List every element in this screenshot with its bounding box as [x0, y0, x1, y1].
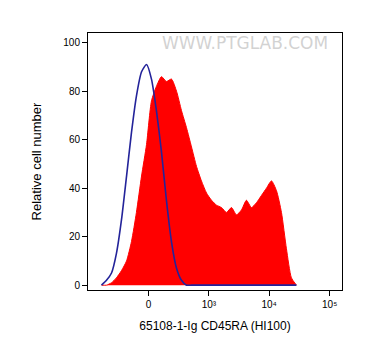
svg-text:80: 80 — [69, 86, 81, 97]
svg-text:10⁴: 10⁴ — [261, 299, 276, 310]
svg-text:WWW.PTGLAB.COM: WWW.PTGLAB.COM — [162, 33, 328, 53]
svg-text:Relative cell number: Relative cell number — [29, 102, 44, 220]
svg-text:10⁵: 10⁵ — [322, 299, 337, 310]
svg-text:0: 0 — [74, 280, 80, 291]
svg-text:10³: 10³ — [202, 299, 217, 310]
svg-text:20: 20 — [69, 231, 81, 242]
svg-text:40: 40 — [69, 183, 81, 194]
svg-text:0: 0 — [146, 299, 152, 310]
svg-text:60: 60 — [69, 134, 81, 145]
svg-text:100: 100 — [63, 37, 80, 48]
svg-text:65108-1-Ig CD45RA (HI100): 65108-1-Ig CD45RA (HI100) — [139, 319, 290, 333]
